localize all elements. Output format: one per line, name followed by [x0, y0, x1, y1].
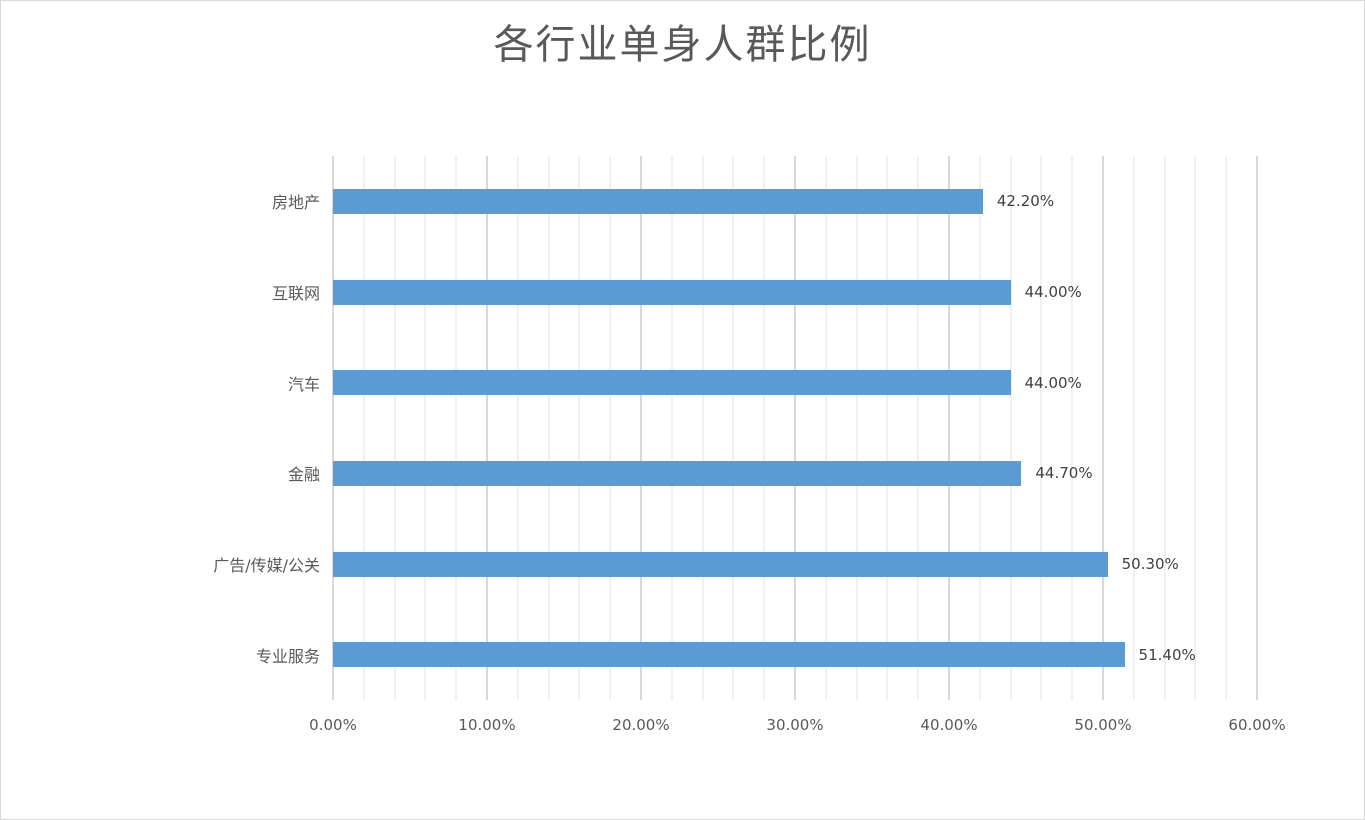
x-tick-label: 40.00% [920, 716, 978, 734]
x-tick-label: 50.00% [1074, 716, 1132, 734]
category-label: 金融 [287, 465, 320, 485]
minor-gridline [1009, 156, 1012, 700]
minor-gridline [516, 156, 519, 700]
minor-gridline [1071, 156, 1074, 700]
minor-gridline [362, 156, 365, 700]
x-tick-label: 20.00% [612, 716, 670, 734]
minor-gridline [455, 156, 458, 700]
major-gridline [948, 156, 950, 700]
minor-gridline [393, 156, 396, 700]
category-label: 汽车 [287, 374, 320, 394]
data-label: 42.20% [996, 192, 1055, 211]
minor-gridline [886, 156, 889, 700]
major-gridline [1256, 156, 1258, 700]
bar [333, 370, 1011, 396]
minor-gridline [732, 156, 735, 700]
category-label: 房地产 [271, 193, 320, 213]
category-label: 广告/传媒/公关 [213, 556, 320, 575]
x-tick-label: 30.00% [766, 716, 824, 734]
x-tick-label: 0.00% [309, 716, 357, 734]
bar [333, 551, 1108, 577]
category-label: 互联网 [271, 284, 320, 303]
minor-gridline [763, 156, 766, 700]
bar [333, 642, 1125, 668]
minor-gridline [701, 156, 704, 700]
minor-gridline [1163, 156, 1166, 700]
minor-gridline [578, 156, 581, 700]
minor-gridline [855, 156, 858, 700]
major-gridline [332, 156, 334, 700]
minor-gridline [917, 156, 920, 700]
data-label: 50.30% [1121, 555, 1179, 573]
major-gridline [1102, 156, 1104, 700]
minor-gridline [1225, 156, 1228, 700]
data-label: 44.70% [1035, 464, 1093, 483]
minor-gridline [1132, 156, 1135, 700]
bar [333, 460, 1022, 486]
chart-title: 各行业单身人群比例 [493, 22, 872, 68]
minor-gridline [1040, 156, 1043, 700]
bar [333, 279, 1011, 305]
major-gridline [486, 156, 488, 700]
major-gridline [640, 156, 642, 700]
minor-gridline [547, 156, 550, 700]
x-tick-label: 10.00% [458, 716, 516, 734]
data-label: 44.00% [1024, 283, 1082, 301]
plot-area: 42.20% 44.00% 44.00% 44.70% 50.30% 51.40% [332, 156, 1258, 700]
category-label: 专业服务 [255, 646, 320, 666]
minor-gridline [670, 156, 673, 700]
minor-gridline [824, 156, 827, 700]
major-gridline [794, 156, 796, 700]
data-label: 51.40% [1138, 645, 1196, 664]
minor-gridline [609, 156, 612, 700]
x-tick-label: 60.00% [1228, 716, 1286, 734]
minor-gridline [424, 156, 427, 700]
minor-gridline [1194, 156, 1197, 700]
bar [333, 188, 983, 214]
data-label: 44.00% [1024, 373, 1082, 392]
minor-gridline [978, 156, 981, 700]
